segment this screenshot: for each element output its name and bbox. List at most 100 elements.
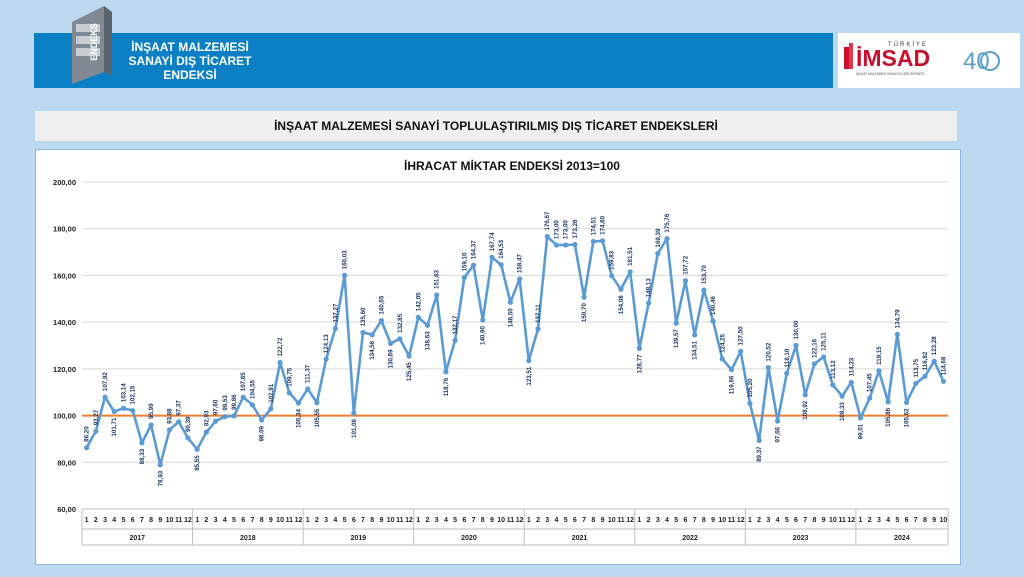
data-label: 122,72	[277, 337, 284, 356]
data-label: 125,45	[406, 362, 413, 381]
data-point	[388, 340, 394, 347]
x-tick-label: 7	[582, 517, 586, 524]
x-tick-label: 3	[435, 517, 439, 524]
x-tick-label: 4	[333, 517, 337, 524]
data-point	[424, 322, 431, 328]
data-label: 132,85	[397, 313, 404, 332]
x-tick-label: 7	[140, 517, 144, 524]
data-point	[259, 417, 265, 423]
data-label: 134,51	[692, 340, 699, 359]
data-label: 114,23	[848, 357, 855, 376]
data-point	[360, 329, 366, 336]
y-tick-label: 120,00	[53, 365, 76, 374]
data-point	[618, 286, 624, 292]
data-point	[130, 407, 136, 414]
data-point	[148, 422, 154, 428]
imsad-brand: TÜRKİYE İMSAD İNŞAAT MALZEMESİ SANAYİCİL…	[838, 33, 1020, 88]
data-label: 153,70	[701, 265, 708, 284]
data-point	[535, 326, 541, 332]
x-tick-label: 2	[647, 517, 651, 524]
data-point	[277, 359, 283, 366]
x-tick-label: 12	[295, 517, 303, 524]
data-label: 151,63	[434, 269, 441, 288]
data-label: 154,08	[618, 295, 625, 314]
data-label: 132,17	[452, 315, 459, 334]
x-tick-label: 1	[306, 517, 310, 524]
data-point	[176, 419, 182, 425]
x-tick-label: 2	[868, 517, 872, 524]
data-point	[811, 361, 818, 367]
brand-small: TÜRKİYE	[888, 41, 928, 48]
data-point	[240, 394, 246, 400]
data-label: 108,92	[802, 400, 809, 419]
x-tick-label: 3	[545, 517, 549, 524]
data-label: 139,57	[673, 329, 680, 348]
data-label: 140,46	[710, 296, 717, 315]
banner-title-line: ENDEKSİ	[163, 68, 217, 82]
banner-title: İNŞAAT MALZEMESİ SANAYİ DIŞ TİCARET ENDE…	[120, 40, 260, 82]
data-point	[526, 358, 532, 364]
data-point	[369, 332, 375, 338]
data-point	[480, 317, 486, 323]
data-point	[876, 368, 882, 374]
data-label: 140,65	[378, 295, 385, 314]
data-point	[553, 242, 560, 248]
sub-header-title: İNŞAAT MALZEMESİ SANAYİ TOPLULAŞTIRILMIŞ…	[274, 119, 718, 133]
data-point	[682, 278, 689, 284]
sub-header: İNŞAAT MALZEMESİ SANAYİ TOPLULAŞTIRILMIŞ…	[35, 111, 957, 141]
x-tick-label: 10	[166, 517, 174, 524]
data-point	[719, 356, 725, 362]
data-point	[84, 445, 90, 451]
data-label: 123,51	[526, 366, 533, 385]
data-point	[572, 241, 578, 248]
data-point	[341, 272, 348, 278]
data-point	[802, 392, 808, 398]
data-label: 161,51	[627, 246, 634, 265]
data-point	[821, 354, 827, 360]
data-label: 90,39	[185, 416, 192, 432]
x-tick-label: 10	[387, 517, 395, 524]
data-point	[351, 410, 357, 416]
year-label: 2020	[461, 535, 477, 542]
data-label: 164,37	[471, 240, 478, 259]
x-tick-label: 8	[481, 517, 485, 524]
brand-name: İMSAD	[856, 45, 930, 71]
data-point	[645, 300, 652, 306]
data-point	[212, 418, 219, 424]
x-tick-label: 2	[94, 517, 98, 524]
data-label: 105,20	[747, 378, 754, 397]
x-tick-label: 5	[785, 517, 789, 524]
x-tick-label: 5	[674, 517, 678, 524]
logo-text: ENDEKS	[89, 23, 99, 61]
y-tick-label: 100,00	[53, 412, 76, 421]
x-tick-label: 12	[516, 517, 524, 524]
data-label: 103,14	[120, 383, 127, 402]
data-point	[231, 413, 237, 419]
data-label: 109,75	[286, 367, 293, 386]
data-point	[590, 238, 596, 245]
x-tick-label: 11	[396, 517, 404, 524]
banner-title-line: SANAYİ DIŞ TİCARET	[128, 54, 252, 68]
x-tick-label: 8	[591, 517, 595, 524]
data-point	[378, 318, 385, 324]
x-tick-label: 3	[214, 517, 218, 524]
data-label: 128,77	[636, 354, 643, 373]
data-point	[166, 427, 173, 433]
data-point	[461, 274, 467, 281]
x-tick-label: 11	[838, 517, 846, 524]
data-point	[793, 342, 799, 349]
header-banner	[34, 33, 833, 88]
y-tick-label: 60,00	[57, 505, 76, 514]
data-label: 148,13	[646, 278, 653, 297]
x-tick-label: 10	[276, 517, 284, 524]
data-label: 118,76	[443, 377, 450, 396]
x-tick-label: 2	[426, 517, 430, 524]
data-label: 173,26	[572, 219, 579, 238]
year-label: 2017	[129, 535, 145, 542]
data-label: 124,25	[719, 333, 726, 352]
data-label: 98,09	[259, 425, 266, 441]
data-label: 105,62	[904, 408, 911, 427]
data-point	[268, 406, 274, 412]
data-point	[940, 378, 946, 384]
